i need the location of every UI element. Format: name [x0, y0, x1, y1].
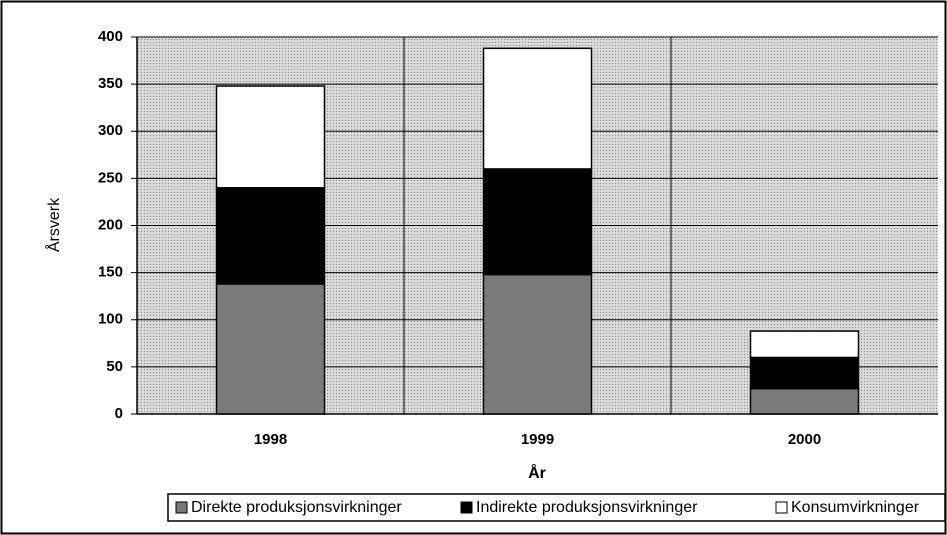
legend-label: Indirekte produksjonsvirkninger: [476, 499, 698, 516]
y-tick-label: 0: [115, 405, 123, 422]
bar-segment: [482, 273, 593, 415]
y-tick-label: 150: [98, 264, 123, 281]
bar-segment: [215, 283, 326, 415]
bar-segment: [215, 187, 326, 285]
legend-swatch: [175, 501, 188, 514]
x-tick-label: 2000: [788, 431, 821, 448]
bar-segment: [749, 387, 860, 415]
y-tick-label: 300: [98, 122, 123, 139]
y-tick-label: 250: [98, 169, 123, 186]
y-tick-label: 350: [98, 75, 123, 92]
bar-segment: [482, 47, 593, 170]
legend-label: Konsumvirkninger: [791, 499, 920, 516]
x-tick-label: 1999: [521, 431, 554, 448]
legend-box: [167, 493, 946, 522]
y-tick-label: 400: [98, 28, 123, 45]
bar-segment: [749, 330, 860, 359]
y-tick-label: 100: [98, 311, 123, 328]
bar-segment: [749, 356, 860, 390]
y-tick-label: 50: [106, 358, 123, 375]
y-tick-label: 200: [98, 216, 123, 233]
x-tick-label: 1998: [254, 431, 287, 448]
legend-swatch: [460, 501, 473, 514]
legend-swatch: [775, 501, 788, 514]
bar-segment: [215, 85, 326, 189]
bar-segment: [482, 168, 593, 276]
legend-label: Direkte produksjonsvirkninger: [191, 499, 402, 516]
x-axis-label: År: [528, 463, 546, 482]
y-axis-label: Årsverk: [44, 197, 63, 252]
